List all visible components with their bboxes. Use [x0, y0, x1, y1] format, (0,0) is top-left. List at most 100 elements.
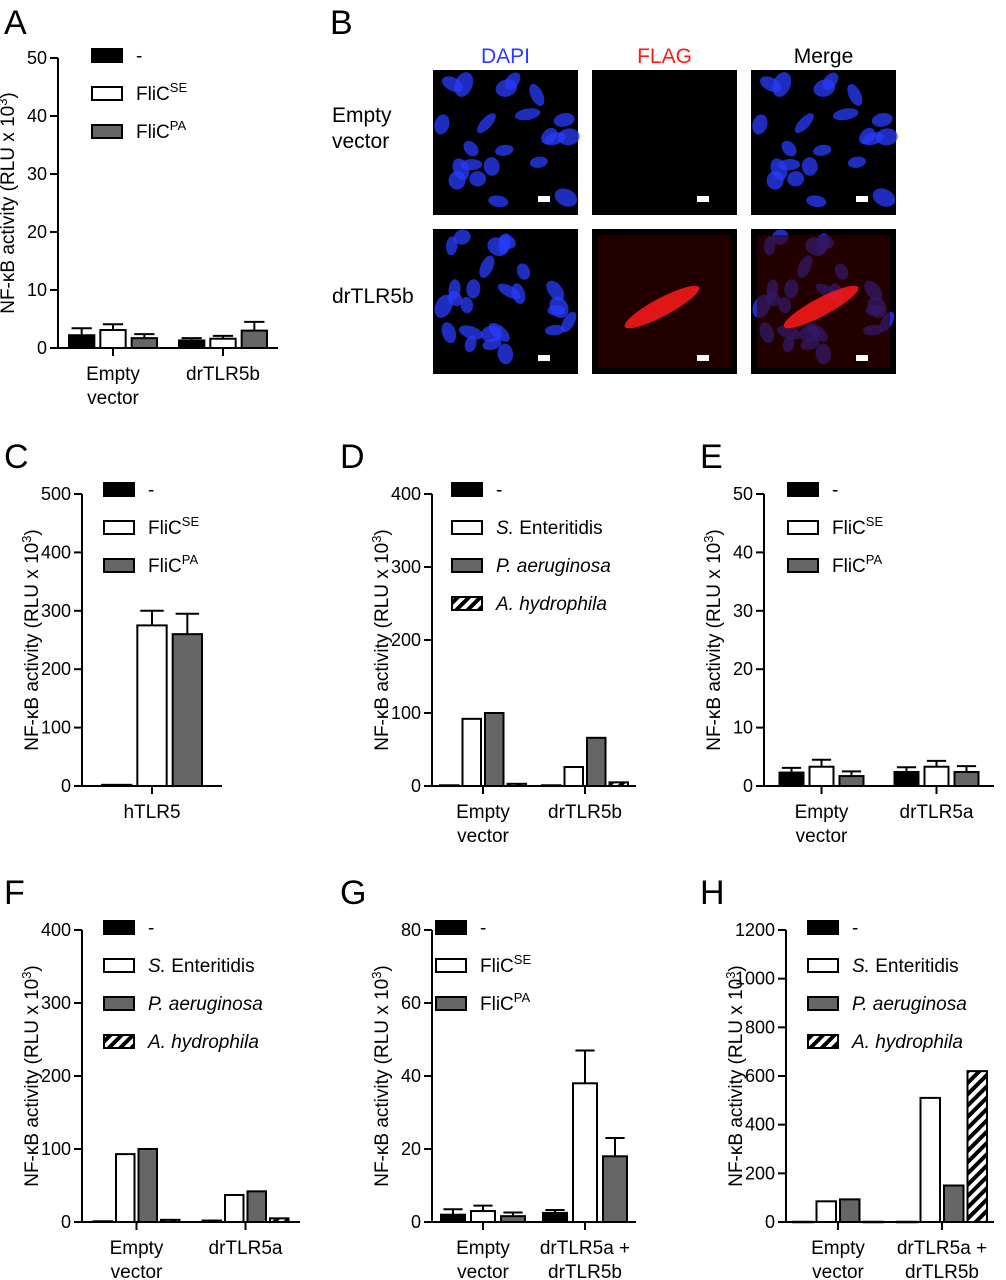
bar	[808, 765, 835, 788]
nucleus	[460, 296, 474, 314]
panel-label: C	[4, 438, 29, 476]
legend-label: -	[852, 918, 858, 939]
legend-swatch	[103, 996, 135, 1011]
legend-label: FliCPA	[832, 552, 882, 577]
x-tick-label: drTLR5b	[186, 364, 260, 385]
y-tick-label: 0	[743, 776, 753, 796]
nucleus	[832, 108, 859, 121]
y-tick-label: 400	[745, 1115, 775, 1135]
column-header: DAPI	[481, 45, 530, 68]
y-tick-label: 600	[745, 1066, 775, 1086]
y-tick-label: 30	[27, 164, 47, 184]
nucleus	[434, 294, 453, 318]
micrograph-flag	[592, 229, 737, 374]
legend-swatch	[435, 958, 467, 973]
legend-swatch	[435, 996, 467, 1011]
legend-label: FliCSE	[136, 80, 187, 105]
bar	[896, 1220, 918, 1224]
bar	[201, 1219, 222, 1224]
legend-swatch	[103, 920, 135, 935]
legend-label: A. hydrophila	[495, 594, 607, 615]
bar	[923, 765, 950, 788]
y-axis-label: NF-κB activity (RLU x 103)	[19, 529, 43, 751]
y-axis-label: NF-κB activity (RLU x 103)	[369, 529, 393, 751]
panel-f: F 0 100 200 300 400 NF-κB activity (RLU x 103)…	[4, 874, 300, 1280]
row-header: drTLR5b	[332, 285, 414, 308]
x-tick-label: drTLR5a	[209, 1238, 283, 1259]
y-tick-label: 20	[401, 1139, 421, 1159]
nucleus	[497, 343, 514, 365]
nucleus	[441, 322, 457, 344]
legend-label: -	[832, 480, 838, 501]
legend-swatch	[103, 958, 135, 973]
y-tick-label: 100	[41, 718, 71, 738]
nucleus	[504, 72, 521, 90]
y-tick-label: 100	[391, 703, 421, 723]
bar	[99, 329, 127, 349]
y-tick-label: 200	[391, 630, 421, 650]
legend-label: S. Enteritidis	[148, 956, 255, 977]
y-axis-label: NF-κB activity (RLU x 103)	[19, 965, 43, 1187]
nucleus	[541, 127, 558, 145]
scale-bar	[856, 355, 868, 361]
legend-label: -	[496, 480, 502, 501]
bar	[953, 770, 980, 788]
nucleus	[787, 171, 805, 187]
panel-g: G 0 20 40 60 80 NF-κB activity (RLU x 103) Empt…	[340, 874, 636, 1280]
x-tick-label: vector	[796, 826, 848, 847]
nucleus	[794, 113, 814, 134]
legend-label: FliCPA	[480, 990, 530, 1015]
bar	[541, 784, 562, 788]
nucleus	[781, 140, 797, 157]
bar	[500, 1215, 526, 1224]
legend-swatch	[787, 520, 819, 535]
legend-label: S. Enteritidis	[852, 956, 959, 977]
panel-d: D 0 100 200 300 400 NF-κB activity (RLU x 103)…	[340, 438, 636, 847]
bar	[178, 339, 206, 349]
nucleus	[488, 195, 509, 208]
y-tick-label: 30	[733, 601, 753, 621]
y-tick-label: 10	[27, 280, 47, 300]
bar	[246, 1190, 267, 1223]
y-tick-label: 0	[37, 338, 47, 358]
bar	[778, 771, 805, 787]
y-tick-label: 0	[411, 776, 421, 796]
bar	[542, 1211, 568, 1223]
bar	[586, 736, 607, 788]
y-tick-label: 0	[411, 1212, 421, 1232]
bar	[101, 783, 133, 787]
x-tick-label: vector	[111, 1262, 163, 1280]
bar	[269, 1217, 290, 1223]
bar	[461, 717, 482, 788]
x-tick-label: vector	[812, 1262, 864, 1280]
x-tick-label: drTLR5a +	[540, 1238, 630, 1259]
panel-label: G	[340, 874, 366, 912]
legend-label: P. aeruginosa	[148, 994, 263, 1015]
bar	[484, 712, 505, 787]
nucleus	[514, 108, 541, 121]
x-tick-label: vector	[457, 1262, 509, 1280]
y-tick-label: 1000	[735, 969, 775, 989]
panel-a: A 0 10 20 30 40 50 NF-κB activity (RLU x 103) Em…	[0, 4, 278, 409]
y-axis-label: NF-κB activity (RLU x 103)	[369, 965, 393, 1187]
nucleus	[554, 188, 578, 207]
panel-label: D	[340, 438, 365, 476]
scale-bar	[697, 196, 709, 202]
legend-label: P. aeruginosa	[852, 994, 967, 1015]
bar	[137, 1148, 158, 1223]
panel-h: H 0 200 400 600 800 1000 1200 NF-κB activity (RL…	[700, 874, 994, 1280]
legend-label: FliCSE	[480, 952, 531, 977]
panel-label: H	[700, 874, 725, 912]
bar	[608, 781, 629, 787]
x-tick-label: drTLR5b	[548, 802, 622, 823]
micrograph-dapi	[433, 229, 578, 374]
nucleus	[464, 336, 477, 353]
y-tick-label: 0	[61, 1212, 71, 1232]
legend-swatch	[787, 482, 819, 497]
bar	[209, 337, 237, 350]
nucleus	[442, 76, 464, 92]
bar	[171, 633, 204, 787]
legend-label: -	[148, 918, 154, 939]
panel-label: B	[330, 4, 353, 42]
legend-label: -	[480, 918, 486, 939]
